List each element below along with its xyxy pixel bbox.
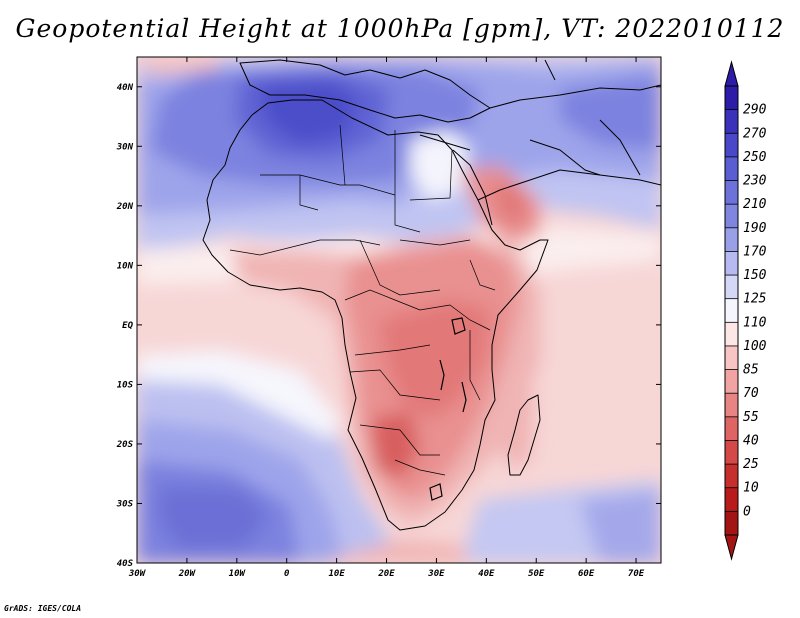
colorbar-segment (725, 416, 738, 441)
colorbar-top-arrow (724, 60, 739, 87)
colorbar-label: 70 (743, 386, 759, 401)
lon-tick-label: 50E (528, 569, 545, 579)
lat-tick-label: 20S (116, 440, 134, 450)
colorbar-segment (725, 180, 738, 205)
colorbar-label: 25 (743, 457, 759, 472)
colorbar-label: 190 (743, 221, 767, 236)
colorbar-segment (725, 393, 738, 418)
lat-tick-label: 10S (117, 380, 134, 390)
lon-tick-label: 10E (328, 569, 345, 579)
colorbar-label: 10 (743, 481, 759, 496)
lon-tick-label: 20W (178, 569, 197, 579)
longitude-axis: 30W 20W 10W 0 10E 20E 30E 40E 50E 60E 70E (128, 57, 645, 579)
colorbar-segment (725, 227, 738, 252)
lon-tick: 0 (284, 57, 290, 579)
political-borders (229, 124, 496, 476)
colorbar-segment (725, 86, 738, 111)
colorbar-segment (725, 345, 738, 370)
colorbar-label: 85 (743, 363, 759, 378)
lat-tick-label: 30S (116, 499, 134, 509)
lat-tick: 30N (116, 142, 661, 152)
colorbar-label: 150 (743, 268, 767, 283)
map-title: Geopotential Height at 1000hPa [gpm], VT… (15, 14, 785, 43)
lat-tick: 40S (117, 559, 661, 569)
lat-tick-label: 30N (116, 142, 134, 152)
colorbar-label: 210 (743, 197, 767, 212)
colorbar-label: 270 (743, 126, 767, 141)
lat-tick: 20N (116, 202, 661, 212)
colorbar-segment (725, 440, 738, 465)
colorbar-segment (725, 156, 738, 181)
colorbar-label: 110 (743, 315, 767, 330)
colorbar-label: 230 (743, 174, 767, 189)
colorbar-segment (725, 369, 738, 394)
lon-tick-label: 30W (128, 569, 147, 579)
colorbar: 2902702502302101901701501251101008570554… (724, 60, 767, 561)
lon-tick-label: 70E (628, 569, 645, 579)
colorbar-segment (725, 464, 738, 489)
colorbar-segment (725, 251, 738, 276)
colorbar-label: 100 (743, 339, 767, 354)
lon-tick-label: 10W (229, 569, 247, 579)
colorbar-segment (725, 322, 738, 347)
colorbar-label: 170 (743, 244, 767, 259)
colorbar-label: 290 (743, 103, 767, 118)
lat-tick: EQ (122, 321, 661, 331)
colorbar-segment (725, 511, 738, 536)
latitude-axis: 40N 30N 20N 10N EQ 10S 20S 30S 40S (116, 83, 661, 569)
lon-tick: 30W (128, 57, 147, 579)
colorbar-label: 250 (743, 150, 767, 165)
lat-tick: 40N (117, 83, 661, 93)
lon-tick-label: 30E (427, 569, 445, 579)
lat-tick: 10S (117, 380, 661, 390)
colorbar-label: 40 (743, 433, 759, 448)
lat-tick-label: 20N (116, 202, 134, 212)
colorbar-segment (725, 204, 738, 229)
lat-tick-label: EQ (122, 321, 133, 331)
lat-tick: 10N (117, 261, 661, 271)
colorbar-label: 0 (743, 504, 751, 519)
coastlines (202, 59, 661, 531)
lon-tick-label: 60E (578, 569, 595, 579)
colorbar-bottom-arrow (724, 534, 739, 561)
lat-tick-label: 40N (117, 83, 134, 93)
colorbar-segment (725, 133, 738, 158)
lon-tick: 20W (178, 57, 197, 579)
colorbar-segment (725, 298, 738, 323)
lat-tick: 30S (116, 499, 661, 509)
lon-tick: 10E (328, 57, 345, 579)
lon-tick: 70E (628, 57, 645, 579)
lakes (429, 317, 467, 501)
colorbar-segment (725, 109, 738, 134)
lon-tick-label: 0 (284, 569, 290, 579)
credit-text: GrADS: IGES/COLA (4, 604, 82, 613)
lat-tick: 20S (116, 440, 661, 450)
lon-tick: 40E (478, 57, 495, 579)
colorbar-label: 55 (743, 410, 759, 425)
lon-tick-label: 20E (377, 569, 395, 579)
lon-tick: 50E (528, 57, 545, 579)
lon-tick: 60E (578, 57, 595, 579)
lat-tick-label: 40S (117, 559, 134, 569)
lon-tick: 20E (377, 57, 395, 579)
colorbar-label: 125 (743, 292, 767, 307)
lon-tick: 30E (427, 57, 445, 579)
colorbar-segment (725, 487, 738, 512)
lat-tick-label: 10N (117, 261, 134, 271)
map-frame (136, 56, 662, 564)
lon-tick: 10W (229, 57, 247, 579)
colorbar-outline (724, 85, 739, 536)
colorbar-segment (725, 275, 738, 300)
height-field (137, 57, 661, 563)
lon-tick-label: 40E (478, 569, 495, 579)
